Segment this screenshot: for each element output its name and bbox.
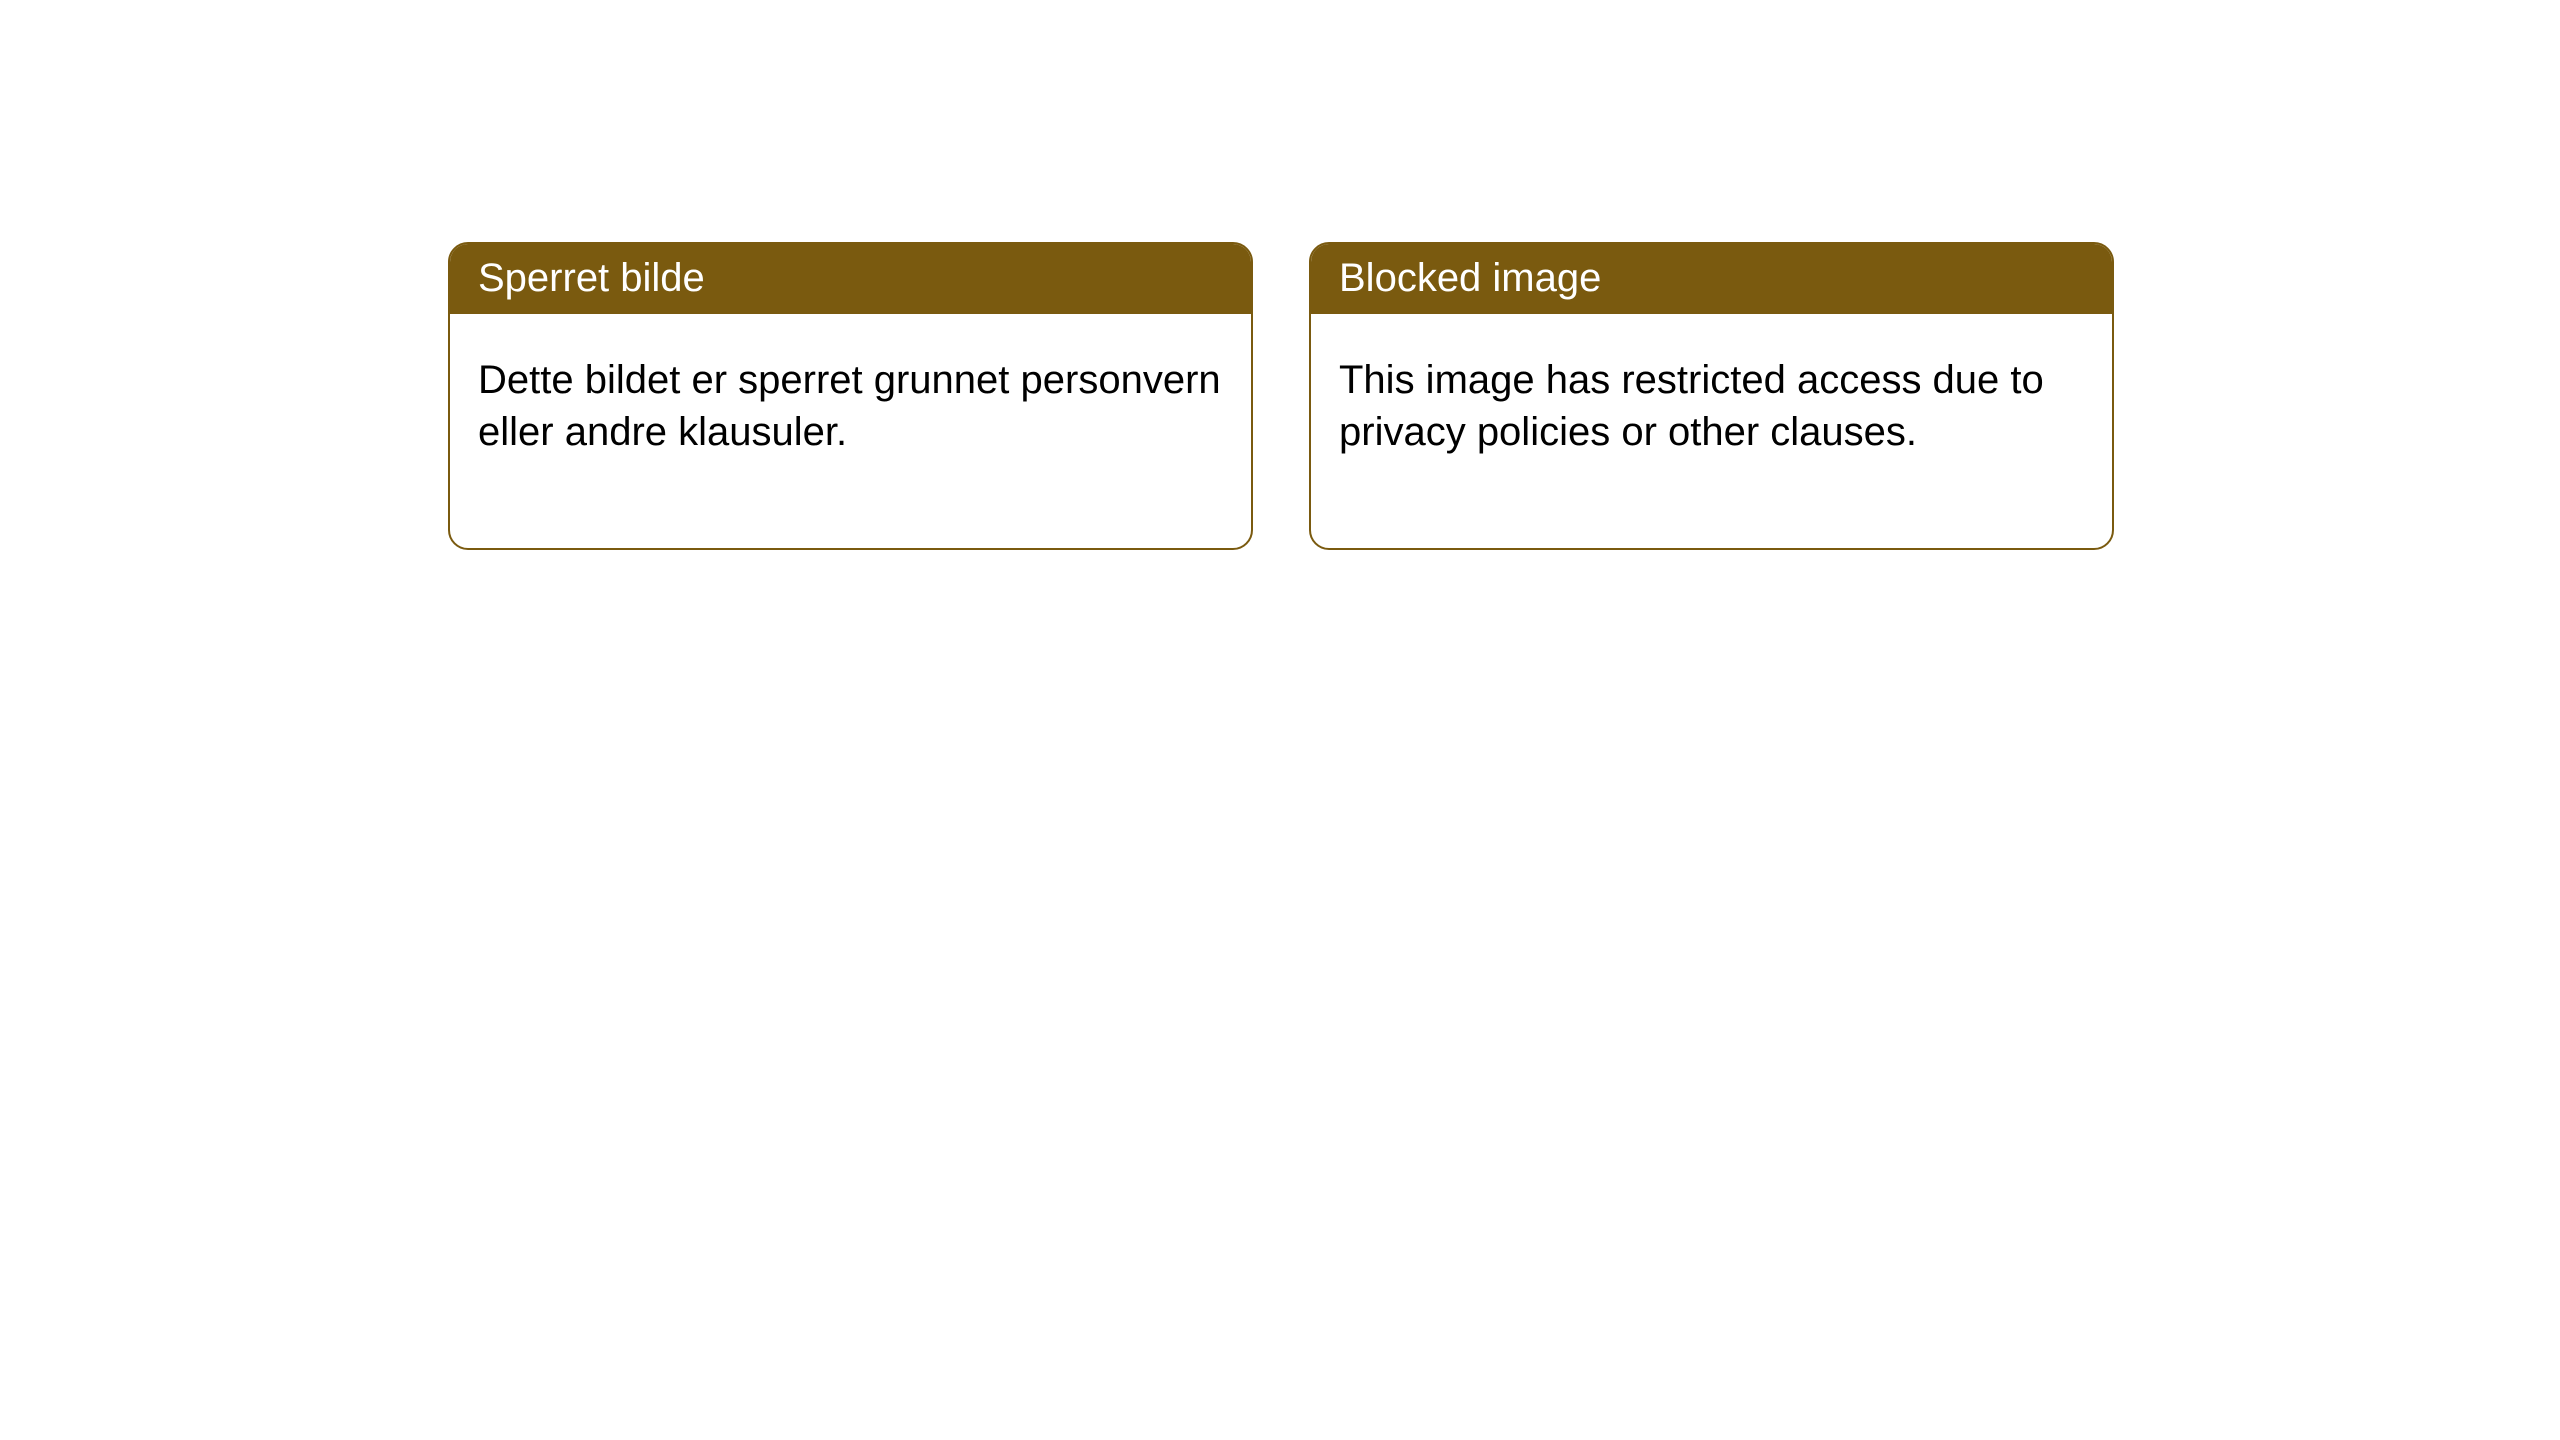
- card-header: Blocked image: [1311, 244, 2112, 314]
- notice-card-english: Blocked image This image has restricted …: [1309, 242, 2114, 550]
- card-title: Sperret bilde: [478, 256, 705, 300]
- card-body: This image has restricted access due to …: [1311, 314, 2112, 548]
- card-body-text: This image has restricted access due to …: [1339, 358, 2044, 454]
- notice-container: Sperret bilde Dette bildet er sperret gr…: [0, 0, 2560, 550]
- notice-card-norwegian: Sperret bilde Dette bildet er sperret gr…: [448, 242, 1253, 550]
- card-title: Blocked image: [1339, 256, 1601, 300]
- card-body-text: Dette bildet er sperret grunnet personve…: [478, 358, 1221, 454]
- card-header: Sperret bilde: [450, 244, 1251, 314]
- card-body: Dette bildet er sperret grunnet personve…: [450, 314, 1251, 548]
